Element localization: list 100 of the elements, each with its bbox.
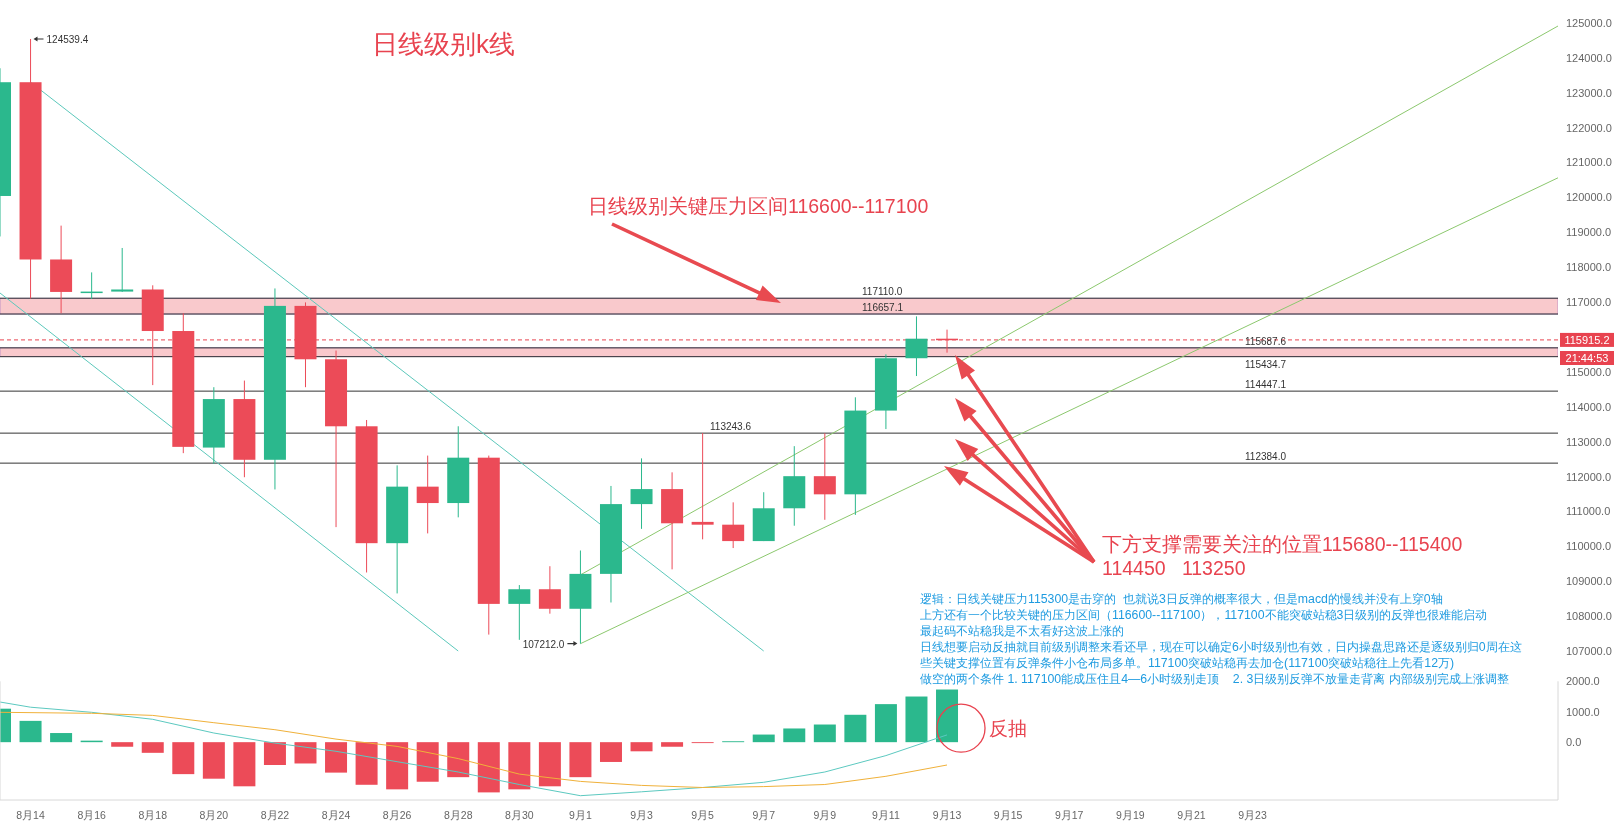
line-series [0,711,948,788]
ref-line-label: 115687.6 [1245,335,1287,347]
annotation: 124539.4 [46,33,89,45]
x-tick-label: 8月26 [382,809,412,821]
bar [905,696,928,743]
y-tick-label: 114000.0 [1566,400,1612,413]
y-tick-label: 121000.0 [1566,156,1612,169]
y-tick-label: 113000.0 [1566,435,1612,448]
bar [416,742,439,782]
bar [936,689,959,743]
x-tick-label: 8月14 [16,809,45,821]
bar [874,704,897,743]
annotation: 日线想要启动反抽就目前级别调整来看还早，现在可以确定6小时级别也有效，日内操盘思路还是逐级别归0周在这 [920,640,1522,654]
annotation: 反抽 [989,718,1028,740]
bar [599,742,622,762]
x-tick-label: 9月7 [752,809,776,821]
text: 些关键支撑位置有反弹条件小仓布局多单。117100突破站稳再去加仓(117100突破站稳往上先看12万) [920,656,1455,670]
bar [569,742,592,778]
annotation: 日线级别关键压力区间116600--117100 [588,195,929,217]
annotation: 最起码不站稳我是不太看好这波上涨的 [920,624,1124,638]
ref-line-label: 114447.1 [1245,379,1287,391]
x-tick-label: 8月28 [443,809,473,821]
x-tick-label: 9月3 [630,809,654,821]
y-tick-label: 117000.0 [1566,296,1612,309]
candlestick [416,455,439,534]
line-series [0,701,948,797]
candlestick [722,501,745,549]
candlestick [538,565,561,615]
x-tick-label: 9月5 [691,809,715,821]
bar [630,742,653,752]
bar [294,742,317,764]
bar [813,724,836,743]
bar [355,742,378,785]
bar [325,742,348,773]
bar [111,742,134,747]
candlestick [813,432,836,521]
y-tick-label: 108000.0 [1566,610,1612,623]
x-tick-label: 9月21 [1177,809,1206,821]
bar [233,742,256,787]
y-tick-label: 115000.0 [1566,365,1612,378]
candlestick [905,315,928,377]
candlestick [111,247,134,293]
bar [19,720,42,743]
bar [783,728,806,743]
y-tick-label: 111000.0 [1566,505,1611,518]
y-tick-label: 122000.0 [1566,121,1612,134]
bar [50,733,73,743]
annotation: 上方还有一个比较关键的压力区间（116600--117100），117100不能突破站稳3日级别的反弹也很难能启动 [920,608,1488,622]
y-tick-label: 1000.0 [1566,705,1600,718]
x-tick-label: 9月17 [1054,809,1084,821]
y-tick-label: 109000.0 [1566,575,1612,588]
bar [661,742,684,747]
ref-line-label: 115915.2 [1564,333,1610,346]
bar [263,742,286,765]
y-tick-label: 120000.0 [1566,191,1612,204]
y-tick-label: 124000.0 [1566,51,1612,64]
annotation: 107212.0 [522,638,565,650]
x-tick-label: 8月20 [199,809,229,821]
candlestick [508,584,531,641]
ref-line-label: 113243.6 [710,421,752,433]
ref-line-label: 117110.0 [862,286,903,298]
x-tick-label: 8月18 [138,809,168,821]
bar [844,714,867,743]
y-tick-label: 2000.0 [1566,675,1600,688]
y-tick-label: 0.0 [1566,736,1582,749]
candlestick [691,432,714,540]
chart-title: 日线级别k线 [372,29,515,59]
y-tick-label: 125000.0 [1566,16,1612,29]
y-tick-label: 123000.0 [1566,86,1612,99]
y-tick-label: 107000.0 [1566,645,1612,657]
bar [447,742,470,778]
bar [172,742,195,775]
x-tick-label: 9月13 [932,809,962,821]
x-tick-label: 9月23 [1238,809,1267,821]
annotation: 做空的两个条件 1. 117100能成压住且4—6小时级别走顶 2. 3日级别反弹不放量走背离 内部级别完成上涨调整 [920,672,1509,686]
x-tick-label: 9月1 [569,809,592,821]
annotation: 114450 113250 [1102,557,1246,579]
bar [538,742,561,787]
annotation: 下方支撑需要关注的位置115680--115400 [1102,533,1463,555]
y-tick-label: 110000.0 [1566,540,1612,553]
x-tick-label: 9月15 [993,809,1023,821]
bar [202,742,225,779]
ref-line-label: 112384.0 [1245,451,1287,463]
x-tick-label: 9月19 [1116,809,1145,821]
x-tick-label: 8月30 [505,809,534,821]
x-tick-label: 9月11 [872,809,900,821]
bar [477,742,500,793]
annotation: 逻辑：日线关键压力115300是击穿的 也就说3日反弹的概率很大，但是macd的慢线并没有上穿0轴 [920,592,1443,606]
bar [141,742,164,753]
y-tick-label: 118000.0 [1566,261,1612,274]
bar [508,742,531,790]
y-tick-label: 112000.0 [1566,470,1612,483]
y-tick-label: 119000.0 [1566,226,1612,239]
ref-line-label: 115434.7 [1245,358,1287,370]
x-tick-label: 8月16 [77,809,107,821]
x-tick-label: 9月9 [813,809,837,821]
text: 21:44:53 [1565,352,1609,364]
ref-line-label: 116657.1 [862,302,904,314]
x-tick-label: 8月22 [260,809,290,821]
bar [386,742,409,790]
